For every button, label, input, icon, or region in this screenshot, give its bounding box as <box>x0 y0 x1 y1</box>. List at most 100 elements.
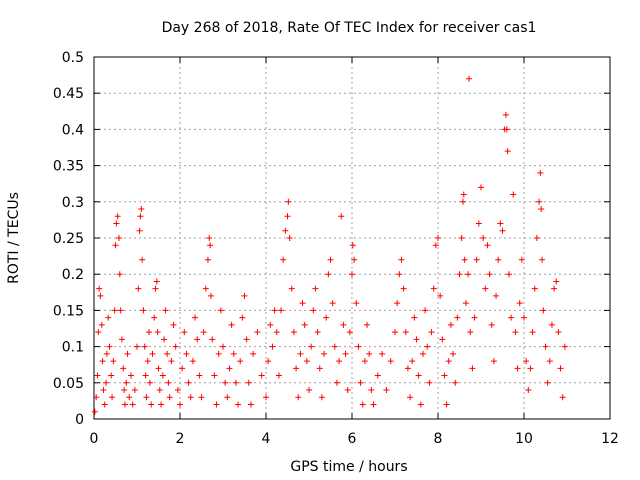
data-point <box>323 314 330 321</box>
data-point <box>370 401 377 408</box>
data-point <box>247 401 254 408</box>
data-point <box>559 394 566 401</box>
data-point <box>185 379 192 386</box>
data-point <box>379 350 386 357</box>
data-point <box>555 329 562 336</box>
data-point <box>152 285 159 292</box>
data-point <box>553 278 560 285</box>
data-point <box>217 307 224 314</box>
data-point <box>96 285 103 292</box>
data-point <box>164 350 171 357</box>
data-point <box>340 321 347 328</box>
data-point <box>364 321 371 328</box>
y-tick-label: 0 <box>75 412 84 428</box>
y-tick-label: 0.1 <box>62 340 84 356</box>
data-point <box>273 329 280 336</box>
data-point <box>285 198 292 205</box>
x-tick-label: 12 <box>601 431 619 447</box>
data-point <box>447 321 454 328</box>
data-point <box>213 401 220 408</box>
data-point <box>435 235 441 241</box>
x-tick-label: 2 <box>176 431 185 447</box>
data-point <box>209 336 216 343</box>
data-point <box>230 350 237 357</box>
data-point <box>306 387 312 394</box>
data-point <box>100 387 107 394</box>
data-point <box>542 343 549 350</box>
data-point <box>207 292 214 299</box>
data-point <box>351 256 358 263</box>
data-point <box>346 329 353 336</box>
data-point <box>454 314 461 321</box>
data-point <box>439 336 446 343</box>
x-tick-label: 4 <box>262 431 271 447</box>
data-point <box>525 387 532 394</box>
x-tick-label: 0 <box>90 431 99 447</box>
data-point <box>101 401 108 408</box>
data-point <box>280 256 287 263</box>
chart-title: Day 268 of 2018, Rate Of TEC Index for r… <box>162 20 537 36</box>
data-point <box>432 242 439 249</box>
data-point <box>158 401 165 408</box>
data-point <box>116 271 123 278</box>
data-point <box>220 343 226 350</box>
data-point <box>290 329 297 336</box>
data-point <box>137 213 144 220</box>
data-point <box>114 213 121 220</box>
data-point <box>344 387 351 394</box>
data-point <box>502 111 509 118</box>
data-point <box>161 336 168 343</box>
data-point <box>527 365 534 372</box>
data-point <box>516 300 523 307</box>
data-point <box>450 350 457 357</box>
data-point <box>97 292 104 299</box>
data-point <box>540 307 547 314</box>
data-point <box>402 329 409 336</box>
data-point <box>327 256 334 263</box>
data-point <box>336 358 343 365</box>
data-point <box>98 321 105 328</box>
data-point <box>299 300 306 307</box>
data-point <box>538 206 545 213</box>
data-point <box>204 256 211 263</box>
data-point <box>415 372 422 379</box>
data-point <box>103 350 110 357</box>
data-point <box>288 285 295 292</box>
data-point <box>162 307 169 314</box>
data-point <box>295 394 302 401</box>
data-point <box>196 372 203 379</box>
data-point <box>134 343 140 350</box>
y-tick-label: 0.5 <box>62 50 84 66</box>
data-point <box>139 256 146 263</box>
data-point <box>181 329 188 336</box>
data-point <box>521 314 527 321</box>
data-point <box>297 350 304 357</box>
data-point <box>409 358 416 365</box>
data-point <box>126 394 133 401</box>
data-point <box>117 307 124 314</box>
data-point <box>325 271 332 278</box>
data-point <box>224 394 231 401</box>
data-point <box>400 285 407 292</box>
data-point <box>170 321 177 328</box>
data-point <box>124 350 131 357</box>
data-point <box>206 235 213 241</box>
data-point <box>396 271 403 278</box>
data-point <box>452 379 459 386</box>
data-point <box>286 235 293 241</box>
data-point <box>135 285 142 292</box>
data-point <box>232 379 239 386</box>
data-point <box>278 307 285 314</box>
data-point <box>146 329 153 336</box>
data-point <box>473 256 480 263</box>
data-point <box>118 336 125 343</box>
data-point <box>546 358 553 365</box>
data-point <box>131 387 138 394</box>
data-point <box>533 235 540 241</box>
data-point <box>441 372 448 379</box>
data-point <box>123 379 130 386</box>
data-point <box>484 242 491 249</box>
data-point <box>465 75 472 82</box>
data-point <box>127 372 134 379</box>
data-point <box>140 307 147 314</box>
